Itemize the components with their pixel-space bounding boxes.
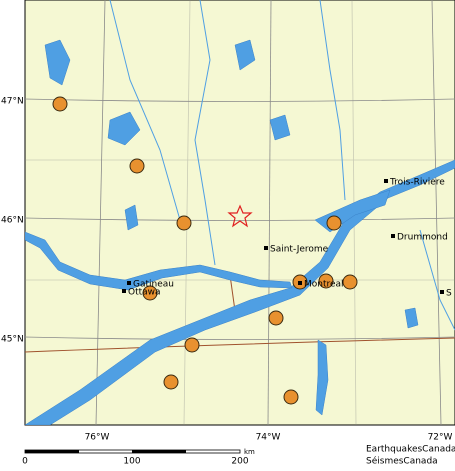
graticule xyxy=(95,0,106,425)
city-label: Drummond xyxy=(397,233,448,243)
lake xyxy=(234,39,256,71)
lake xyxy=(269,114,291,141)
scale-label: 100 xyxy=(123,457,140,467)
city-dot xyxy=(127,281,131,285)
earthquake-marker xyxy=(184,337,200,353)
earthquake-marker xyxy=(52,96,68,112)
longitude-label: 74°W xyxy=(256,433,281,443)
longitude-label: 72°W xyxy=(428,433,453,443)
lake xyxy=(124,204,139,231)
earthquake-marker xyxy=(129,158,145,174)
graticule xyxy=(25,336,455,340)
scale-bar-segment xyxy=(132,450,186,453)
latitude-label: 46°N xyxy=(1,216,24,226)
city-dot xyxy=(264,246,268,250)
scale-bar: 0 100 200 km xyxy=(22,448,255,467)
river xyxy=(25,231,293,291)
epicentre-star xyxy=(227,204,253,228)
city-label: Montreal xyxy=(304,280,344,290)
city-label: S xyxy=(446,289,452,299)
earthquake-marker xyxy=(142,285,158,301)
credit: SéismesCanada xyxy=(366,456,438,467)
graticule xyxy=(267,0,272,425)
city-dot xyxy=(298,281,302,285)
earthquake-marker xyxy=(163,374,179,390)
city-label: Gatineau xyxy=(133,280,174,290)
credit: EarthquakesCanada xyxy=(366,445,455,455)
earthquake-marker xyxy=(342,274,358,290)
stream xyxy=(109,0,455,331)
lake xyxy=(107,111,141,146)
city-dot xyxy=(440,290,444,294)
earthquake-marker xyxy=(318,273,334,289)
city-dot xyxy=(391,234,395,238)
river xyxy=(25,159,455,425)
city-label: Saint-Jerome xyxy=(270,245,329,255)
scale-unit: km xyxy=(244,448,255,456)
longitude-label: 76°W xyxy=(85,433,110,443)
earthquake-marker xyxy=(283,389,299,405)
graticule xyxy=(431,0,442,425)
city-label: Trois-Riviere xyxy=(389,178,445,188)
map-area xyxy=(24,0,455,426)
lake xyxy=(404,307,419,329)
city-dot xyxy=(384,179,388,183)
earthquake-marker xyxy=(268,310,284,326)
earthquake-marker xyxy=(176,215,192,231)
earthquake-marker xyxy=(326,215,342,231)
city-dot xyxy=(122,289,126,293)
scale-label: 0 xyxy=(22,457,28,467)
scale-bar-segment xyxy=(25,450,79,453)
city-label: Ottawa xyxy=(128,288,161,298)
graticule xyxy=(25,98,455,102)
latitude-label: 45°N xyxy=(1,335,24,345)
lake xyxy=(315,339,329,416)
map-features: Trois-Riviere Drummond Saint-Jerome Mont… xyxy=(25,0,455,425)
scale-label: 200 xyxy=(231,457,248,467)
latitude-label: 47°N xyxy=(1,97,24,107)
lake xyxy=(44,39,71,86)
